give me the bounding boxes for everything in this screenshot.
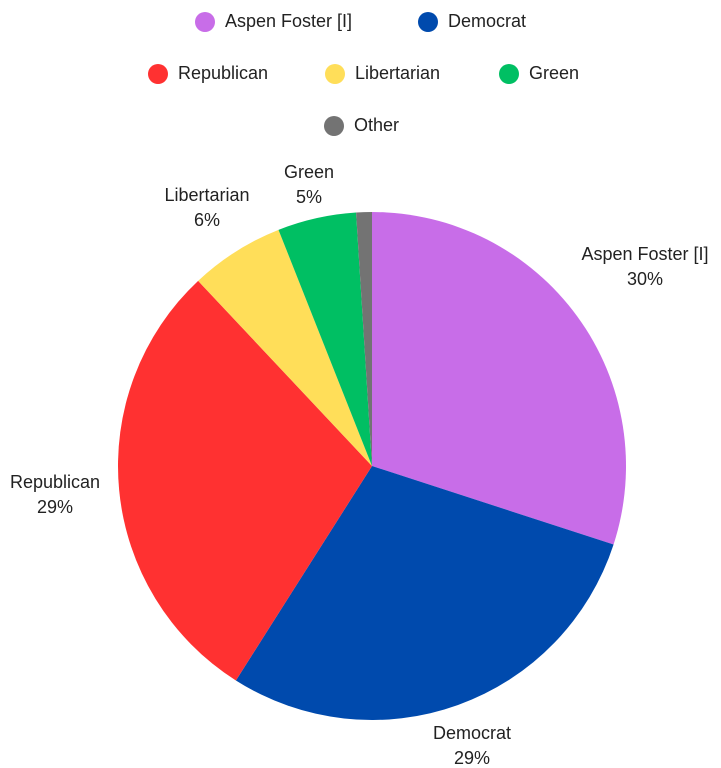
slice-label: Aspen Foster [I] xyxy=(581,244,708,264)
slice-value-label: 6% xyxy=(194,210,220,230)
legend-swatch xyxy=(325,64,345,84)
legend-label: Green xyxy=(529,63,579,83)
legend-swatch xyxy=(324,116,344,136)
pie-slice xyxy=(372,212,626,545)
legend-label: Aspen Foster [I] xyxy=(225,11,352,31)
slice-label: Democrat xyxy=(433,723,511,743)
legend-swatch xyxy=(148,64,168,84)
slice-value-label: 29% xyxy=(37,497,73,517)
slice-label: Libertarian xyxy=(164,185,249,205)
legend-label: Other xyxy=(354,115,399,135)
pie-slice xyxy=(117,280,372,681)
slice-value-label: 29% xyxy=(454,748,490,768)
slice-value-label: 5% xyxy=(296,187,322,207)
legend-label: Democrat xyxy=(448,11,526,31)
slice-label: Republican xyxy=(10,472,100,492)
pie-slice xyxy=(278,212,372,466)
legend-label: Republican xyxy=(178,63,268,83)
pie-slice xyxy=(235,466,614,720)
legend-label: Libertarian xyxy=(355,63,440,83)
slice-value-label: 30% xyxy=(627,269,663,289)
pie-slice xyxy=(356,212,372,466)
pie-slice xyxy=(198,229,372,466)
legend-swatch xyxy=(195,12,215,32)
legend-swatch xyxy=(418,12,438,32)
legend-swatch xyxy=(499,64,519,84)
slice-label: Green xyxy=(284,162,334,182)
